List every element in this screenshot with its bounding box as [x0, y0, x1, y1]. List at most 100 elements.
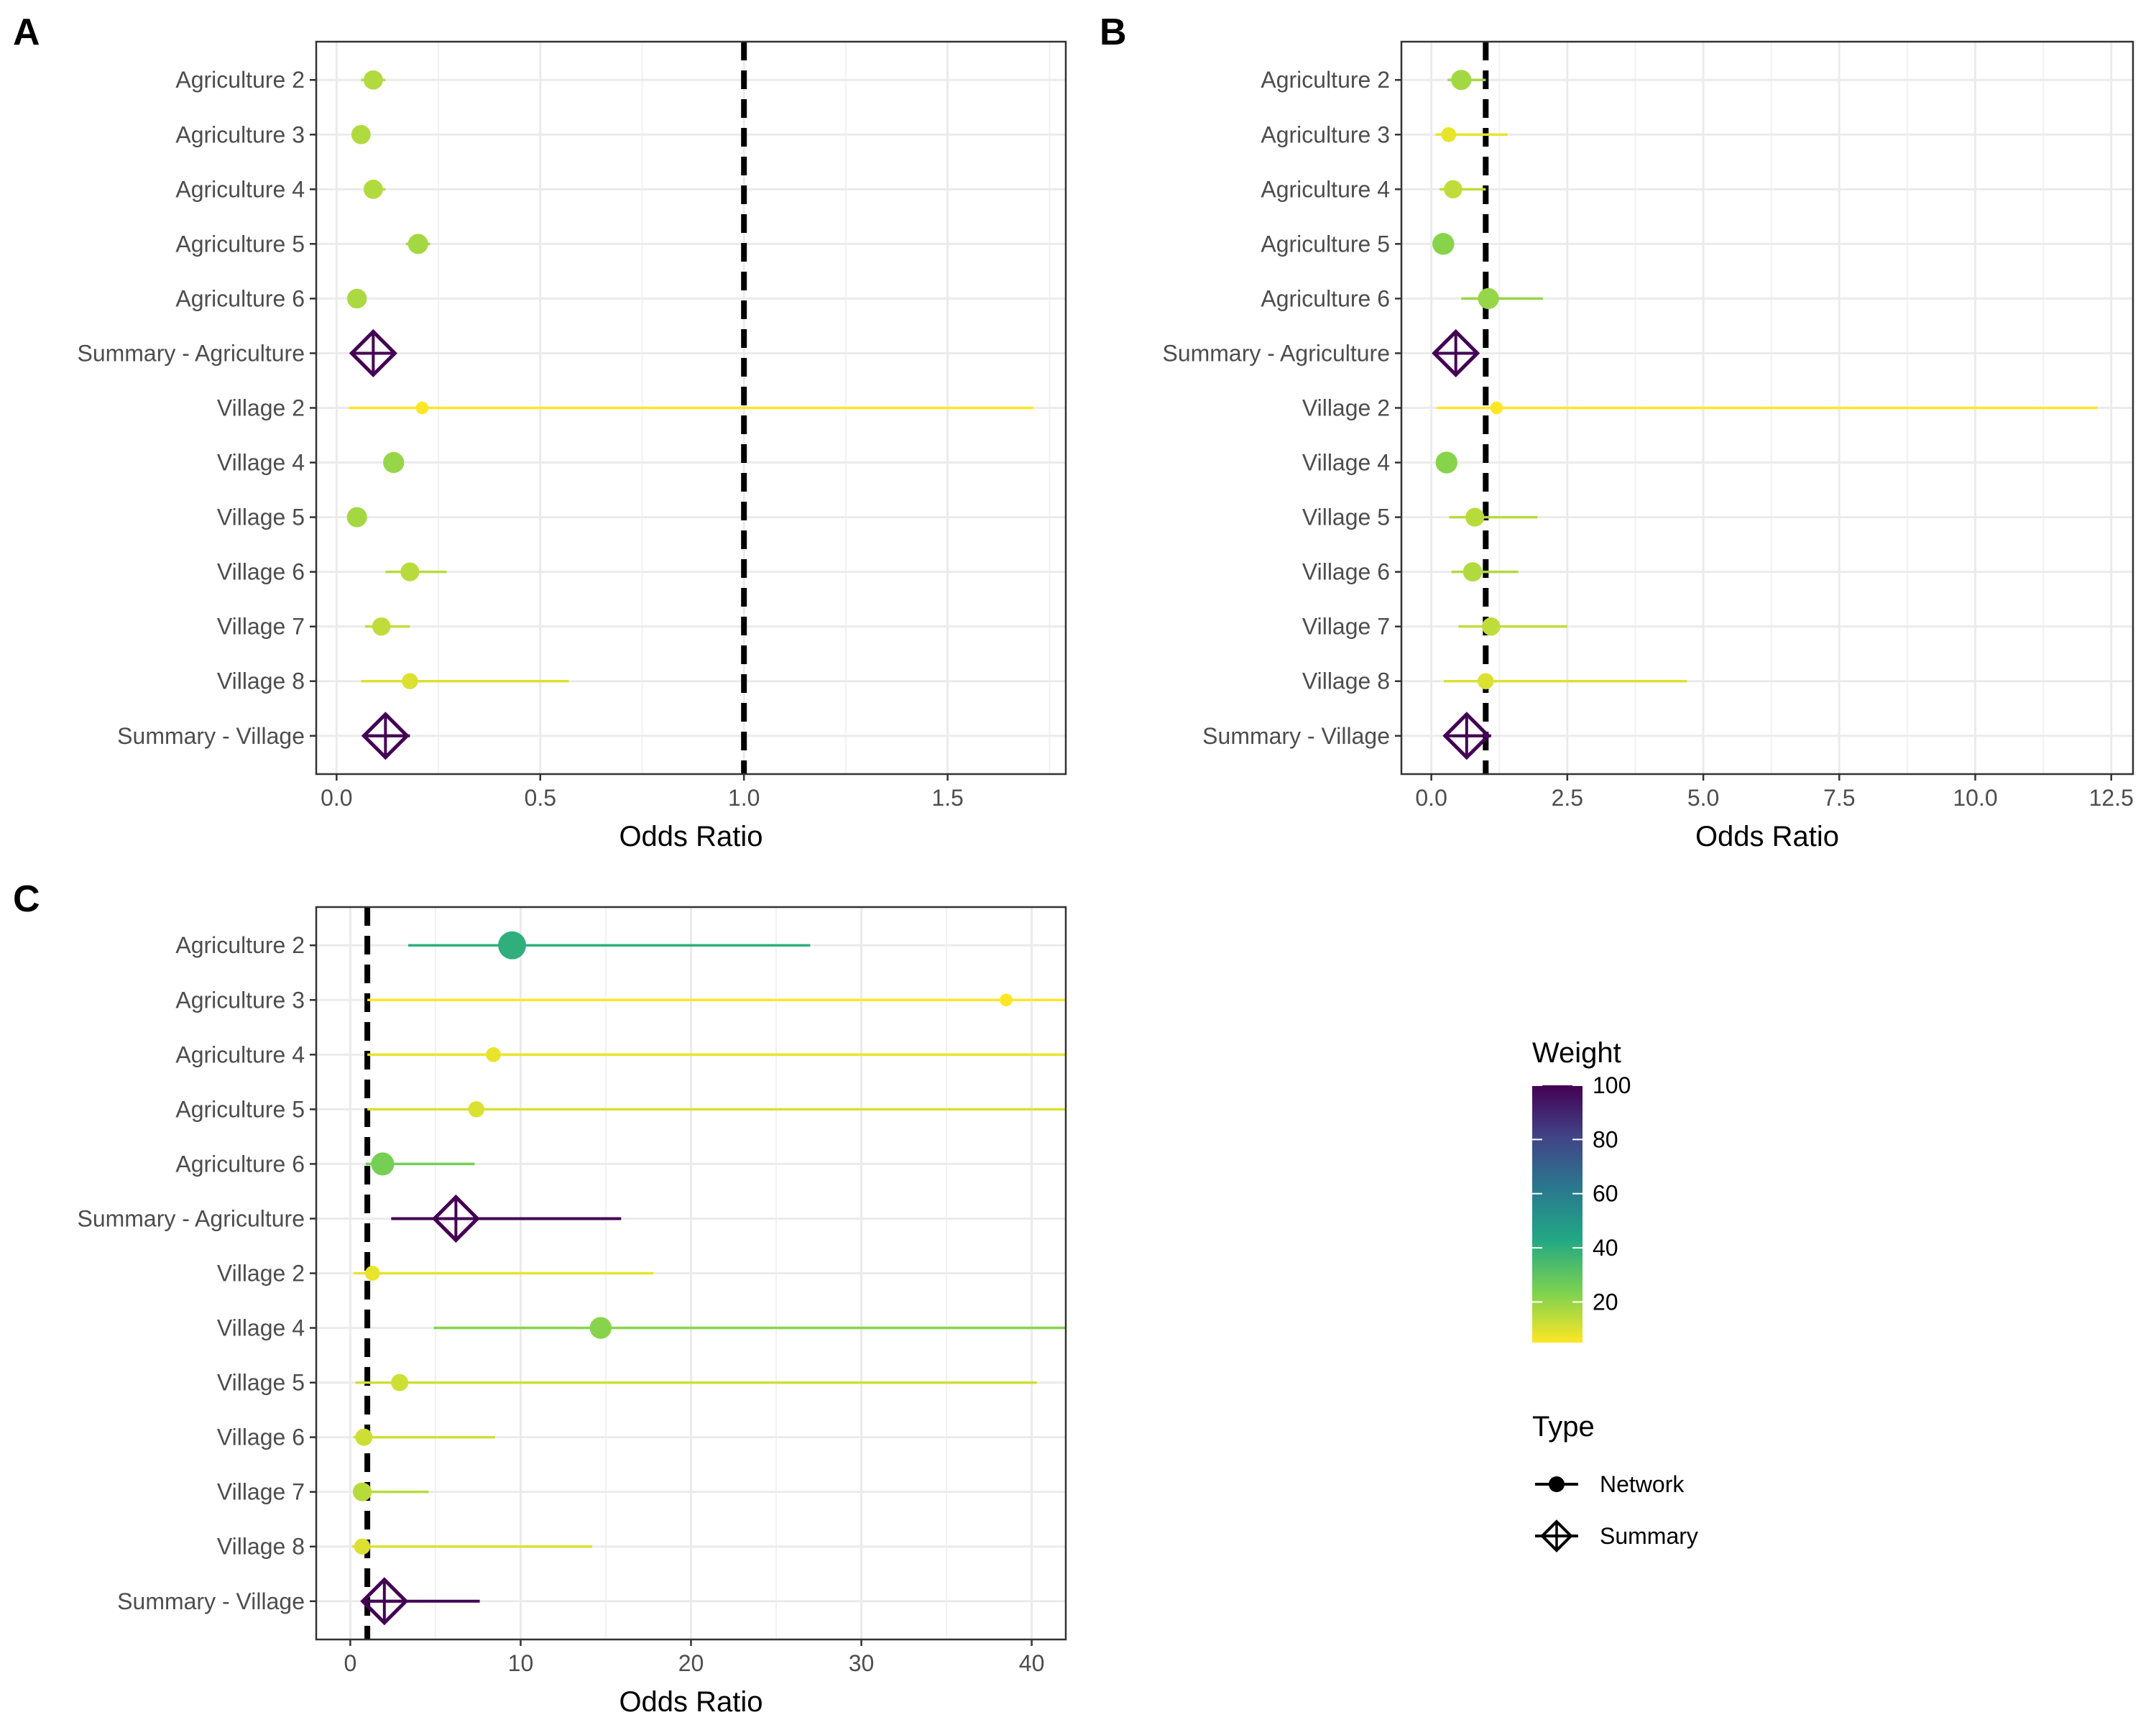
point-estimate — [1432, 233, 1455, 255]
point-estimate — [486, 1046, 501, 1062]
point-estimate — [468, 1101, 485, 1118]
point-estimate — [346, 507, 367, 528]
x-tick-label: 1.5 — [931, 785, 963, 811]
x-tick-label: 30 — [849, 1650, 875, 1676]
point-estimate — [363, 70, 383, 90]
point-estimate — [1462, 562, 1483, 582]
summary-diamond — [431, 1194, 480, 1243]
weight-colorbar — [1532, 1085, 1583, 1343]
point-estimate — [383, 451, 405, 474]
row-label: Village 7 — [1302, 614, 1390, 640]
point-estimate — [363, 179, 383, 199]
row-label: Agriculture 3 — [175, 987, 305, 1013]
row-label: Agriculture 4 — [175, 176, 305, 202]
summary-diamond — [1432, 328, 1480, 377]
colorbar-label: 100 — [1593, 1072, 1631, 1098]
x-tick-label: 7.5 — [1823, 785, 1855, 811]
row-label: Agriculture 3 — [1261, 121, 1390, 147]
row-label: Village 4 — [217, 1315, 305, 1341]
x-tick-label: 0.0 — [321, 785, 352, 811]
point-estimate — [1478, 288, 1499, 310]
x-tick-label: 12.5 — [2089, 785, 2134, 811]
point-icon — [1535, 1476, 1578, 1492]
point-estimate — [589, 1317, 612, 1339]
point-estimate — [1451, 70, 1472, 91]
row-label: Village 4 — [217, 450, 305, 476]
colorbar-label: 60 — [1593, 1181, 1618, 1207]
point-estimate — [371, 1152, 395, 1176]
row-label: Summary - Village — [117, 723, 305, 749]
x-axis-title: Odds Ratio — [1695, 821, 1839, 852]
type-legend-label: Summary — [1600, 1523, 1698, 1549]
data-marks — [346, 70, 1033, 760]
x-axis-title: Odds Ratio — [619, 821, 763, 852]
panel-tag: B — [1100, 12, 1127, 53]
summary-diamond — [360, 1577, 409, 1626]
row-label: Village 7 — [217, 614, 305, 640]
x-tick-label: 0 — [344, 1650, 357, 1676]
row-label: Village 8 — [217, 1534, 305, 1560]
row-label: Agriculture 3 — [175, 121, 305, 147]
point-estimate — [1441, 126, 1457, 142]
point-estimate — [346, 288, 367, 309]
point-estimate — [1490, 401, 1503, 415]
summary-diamond — [1442, 712, 1491, 760]
data-marks — [351, 931, 1066, 1626]
row-label: Agriculture 5 — [175, 231, 305, 257]
point-estimate — [351, 124, 371, 144]
point-estimate — [355, 1428, 373, 1446]
x-tick-label: 1.0 — [728, 785, 760, 811]
row-label: Village 2 — [217, 1261, 305, 1287]
row-label: Village 7 — [217, 1479, 305, 1505]
point-estimate — [352, 1482, 372, 1501]
row-label: Summary - Agriculture — [77, 340, 305, 366]
panel-c: C Agriculture 2 Agriculture 3 Agriculture 4… — [13, 878, 1067, 1718]
panel-a: A Agriculture 2 Agriculture 3 Agriculture 4… — [13, 12, 1067, 852]
row-label: Summary - Agriculture — [1162, 340, 1390, 366]
row-label: Village 5 — [1302, 505, 1390, 530]
point-estimate — [1478, 673, 1494, 689]
x-tick-label: 2.5 — [1552, 785, 1583, 811]
panel-tag: C — [13, 878, 40, 920]
point-estimate — [364, 1266, 380, 1281]
colorbar-label: 80 — [1593, 1126, 1618, 1152]
diamond-cross-icon — [1535, 1519, 1578, 1552]
row-label: Agriculture 4 — [175, 1041, 305, 1067]
point-estimate — [1465, 507, 1485, 527]
row-label: Agriculture 5 — [1261, 231, 1390, 257]
panel-b: B Agriculture 2 Agriculture 3 Agriculture 4… — [1100, 12, 2134, 852]
row-label: Agriculture 2 — [1261, 67, 1390, 93]
row-label: Village 4 — [1302, 450, 1390, 476]
row-label: Village 6 — [217, 559, 305, 585]
row-label: Agriculture 4 — [1261, 176, 1390, 202]
row-label: Agriculture 6 — [175, 1151, 305, 1177]
colorbar-label: 20 — [1593, 1289, 1618, 1315]
x-tick-label: 10 — [508, 1650, 534, 1676]
row-label: Village 6 — [217, 1425, 305, 1450]
row-label: Agriculture 5 — [175, 1096, 305, 1122]
row-label: Summary - Agriculture — [77, 1205, 305, 1231]
row-label: Agriculture 6 — [175, 285, 305, 311]
row-label: Summary - Village — [117, 1588, 305, 1614]
row-label: Village 5 — [217, 1370, 305, 1396]
row-label: Village 8 — [1302, 668, 1390, 694]
point-estimate — [400, 562, 420, 581]
x-tick-label: 20 — [678, 1650, 704, 1676]
point-estimate — [1000, 993, 1013, 1007]
point-estimate — [1435, 451, 1458, 474]
point-estimate — [407, 234, 428, 254]
point-estimate — [391, 1374, 409, 1392]
point-estimate — [415, 401, 429, 415]
legend: Weight 20 40 60 80 100 Type Network Summary — [1532, 1037, 1698, 1552]
row-label: Agriculture 2 — [175, 67, 305, 93]
type-legend-title: Type — [1532, 1411, 1595, 1443]
data-marks — [1432, 70, 2098, 760]
summary-diamond — [361, 712, 410, 760]
row-label: Agriculture 2 — [175, 932, 305, 958]
point-estimate — [1482, 617, 1501, 636]
row-label: Village 8 — [217, 668, 305, 694]
x-tick-label: 40 — [1019, 1650, 1045, 1676]
weight-legend-title: Weight — [1532, 1037, 1621, 1069]
x-tick-label: 10.0 — [1953, 785, 1997, 811]
